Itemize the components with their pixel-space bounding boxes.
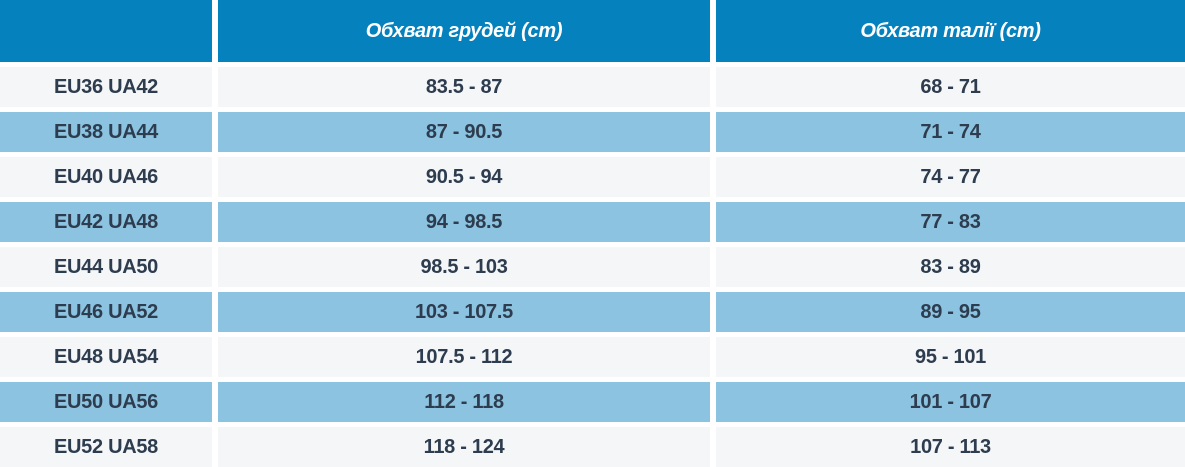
chest-cell: 87 - 90.5 <box>218 112 710 152</box>
waist-cell: 77 - 83 <box>716 202 1185 242</box>
chest-cell: 107.5 - 112 <box>218 337 710 377</box>
size-cell: EU44 UA50 <box>0 247 212 287</box>
waist-cell: 107 - 113 <box>716 427 1185 467</box>
header-chest-girth: Обхват грудей (ст) <box>218 0 710 62</box>
chest-cell: 83.5 - 87 <box>218 67 710 107</box>
waist-cell: 68 - 71 <box>716 67 1185 107</box>
waist-cell: 101 - 107 <box>716 382 1185 422</box>
chest-cell: 112 - 118 <box>218 382 710 422</box>
size-cell: EU40 UA46 <box>0 157 212 197</box>
size-cell: EU52 UA58 <box>0 427 212 467</box>
waist-cell: 89 - 95 <box>716 292 1185 332</box>
chest-cell: 118 - 124 <box>218 427 710 467</box>
chest-cell: 94 - 98.5 <box>218 202 710 242</box>
size-cell: EU50 UA56 <box>0 382 212 422</box>
chest-cell: 98.5 - 103 <box>218 247 710 287</box>
chest-cell: 103 - 107.5 <box>218 292 710 332</box>
waist-cell: 74 - 77 <box>716 157 1185 197</box>
waist-cell: 71 - 74 <box>716 112 1185 152</box>
waist-cell: 83 - 89 <box>716 247 1185 287</box>
size-cell: EU36 UA42 <box>0 67 212 107</box>
waist-cell: 95 - 101 <box>716 337 1185 377</box>
size-cell: EU48 UA54 <box>0 337 212 377</box>
size-cell: EU46 UA52 <box>0 292 212 332</box>
chest-cell: 90.5 - 94 <box>218 157 710 197</box>
size-cell: EU38 UA44 <box>0 112 212 152</box>
size-cell: EU42 UA48 <box>0 202 212 242</box>
header-waist-girth: Обхват талії (ст) <box>716 0 1185 62</box>
header-corner-cell <box>0 0 212 62</box>
